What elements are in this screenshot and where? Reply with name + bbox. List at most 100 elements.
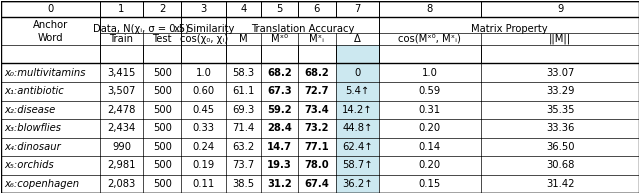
Text: x₅:orchids: x₅:orchids xyxy=(4,160,54,171)
Text: 71.4: 71.4 xyxy=(232,123,255,133)
Text: 35.35: 35.35 xyxy=(546,105,574,115)
Text: 77.1: 77.1 xyxy=(305,142,329,152)
Text: 0.33: 0.33 xyxy=(193,123,215,133)
Text: 14.7: 14.7 xyxy=(267,142,292,152)
Text: 9: 9 xyxy=(557,4,563,14)
Text: 0.20: 0.20 xyxy=(419,160,441,171)
Text: Matrix Property: Matrix Property xyxy=(470,24,547,34)
Text: 58.3: 58.3 xyxy=(232,68,255,78)
Bar xyxy=(336,156,379,175)
Bar xyxy=(336,138,379,156)
Text: 500: 500 xyxy=(153,86,172,96)
Text: 0.45: 0.45 xyxy=(193,105,215,115)
Text: ||M||: ||M|| xyxy=(549,34,571,44)
Text: M: M xyxy=(239,34,248,44)
Text: 0.11: 0.11 xyxy=(193,179,215,189)
Text: 500: 500 xyxy=(153,179,172,189)
Text: 30.68: 30.68 xyxy=(546,160,574,171)
Text: 78.0: 78.0 xyxy=(305,160,329,171)
Text: 38.5: 38.5 xyxy=(232,179,255,189)
Text: 58.7↑: 58.7↑ xyxy=(342,160,372,171)
Text: Translation Accuracy: Translation Accuracy xyxy=(251,24,354,34)
Bar xyxy=(336,100,379,119)
Text: 33.29: 33.29 xyxy=(546,86,574,96)
Text: 1.0: 1.0 xyxy=(196,68,212,78)
Text: 73.7: 73.7 xyxy=(232,160,255,171)
Text: 4: 4 xyxy=(241,4,247,14)
Text: 72.7: 72.7 xyxy=(305,86,329,96)
Text: 3: 3 xyxy=(201,4,207,14)
Text: x₄:dinosaur: x₄:dinosaur xyxy=(4,142,61,152)
Text: Data, Ν(χᵢ, σ = 0.5): Data, Ν(χᵢ, σ = 0.5) xyxy=(93,24,189,34)
Text: 62.4↑: 62.4↑ xyxy=(342,142,372,152)
Text: x₁:antibiotic: x₁:antibiotic xyxy=(4,86,64,96)
Text: cos(χ₀, χᵢ): cos(χ₀, χᵢ) xyxy=(180,34,228,44)
Text: 0.14: 0.14 xyxy=(419,142,441,152)
Text: 6: 6 xyxy=(314,4,320,14)
Text: 61.1: 61.1 xyxy=(232,86,255,96)
Text: x₂:disease: x₂:disease xyxy=(4,105,56,115)
Text: Mˣ⁰: Mˣ⁰ xyxy=(271,34,288,44)
Text: 33.07: 33.07 xyxy=(546,68,574,78)
Text: 2,478: 2,478 xyxy=(108,105,136,115)
Text: 14.2↑: 14.2↑ xyxy=(342,105,372,115)
Text: 0.20: 0.20 xyxy=(419,123,441,133)
Text: 67.3: 67.3 xyxy=(267,86,292,96)
Text: 0.31: 0.31 xyxy=(419,105,441,115)
Text: 67.4: 67.4 xyxy=(305,179,329,189)
Text: 2,434: 2,434 xyxy=(108,123,136,133)
Text: 19.3: 19.3 xyxy=(267,160,292,171)
Text: 73.2: 73.2 xyxy=(305,123,329,133)
Text: 59.2: 59.2 xyxy=(267,105,292,115)
Text: 3,507: 3,507 xyxy=(108,86,136,96)
Text: 2,083: 2,083 xyxy=(108,179,136,189)
Text: 8: 8 xyxy=(427,4,433,14)
Bar xyxy=(336,82,379,100)
Text: 0: 0 xyxy=(354,68,360,78)
Text: 0.60: 0.60 xyxy=(193,86,215,96)
Text: x₆:copenhagen: x₆:copenhagen xyxy=(4,179,79,189)
Text: Mˣᵢ: Mˣᵢ xyxy=(309,34,324,44)
Text: Anchor
Word: Anchor Word xyxy=(33,20,68,43)
Text: 500: 500 xyxy=(153,68,172,78)
Text: Δ: Δ xyxy=(354,34,361,44)
Text: 1: 1 xyxy=(118,4,125,14)
Text: 68.2: 68.2 xyxy=(305,68,329,78)
Text: 44.8↑: 44.8↑ xyxy=(342,123,372,133)
Text: 36.2↑: 36.2↑ xyxy=(342,179,372,189)
Text: 33.36: 33.36 xyxy=(546,123,574,133)
Text: 0.15: 0.15 xyxy=(419,179,441,189)
Text: 0: 0 xyxy=(47,4,53,14)
Text: Test: Test xyxy=(152,34,172,44)
Text: 7: 7 xyxy=(354,4,360,14)
Bar xyxy=(336,45,379,63)
Text: x₃:blowflies: x₃:blowflies xyxy=(4,123,61,133)
Text: 1.0: 1.0 xyxy=(422,68,438,78)
Text: 2,981: 2,981 xyxy=(107,160,136,171)
Text: 63.2: 63.2 xyxy=(232,142,255,152)
Text: 31.2: 31.2 xyxy=(267,179,292,189)
Text: 0.19: 0.19 xyxy=(193,160,215,171)
Text: x₀ Similarity: x₀ Similarity xyxy=(173,24,234,34)
Text: Train: Train xyxy=(109,34,133,44)
Text: 500: 500 xyxy=(153,160,172,171)
Bar xyxy=(336,175,379,193)
Text: 2: 2 xyxy=(159,4,166,14)
Text: 69.3: 69.3 xyxy=(232,105,255,115)
Text: cos(Mˣ⁰, Mˣᵢ): cos(Mˣ⁰, Mˣᵢ) xyxy=(399,34,461,44)
Text: 0.59: 0.59 xyxy=(419,86,441,96)
Text: 5: 5 xyxy=(276,4,283,14)
Text: 990: 990 xyxy=(112,142,131,152)
Text: 31.42: 31.42 xyxy=(546,179,574,189)
Text: 68.2: 68.2 xyxy=(267,68,292,78)
Text: 0.24: 0.24 xyxy=(193,142,215,152)
Bar xyxy=(336,63,379,82)
Text: 500: 500 xyxy=(153,105,172,115)
Text: 36.50: 36.50 xyxy=(546,142,574,152)
Text: 3,415: 3,415 xyxy=(108,68,136,78)
Text: 500: 500 xyxy=(153,142,172,152)
Text: x₀:multivitamins: x₀:multivitamins xyxy=(4,68,86,78)
Text: 5.4↑: 5.4↑ xyxy=(345,86,369,96)
Text: 73.4: 73.4 xyxy=(305,105,329,115)
Bar xyxy=(336,119,379,138)
